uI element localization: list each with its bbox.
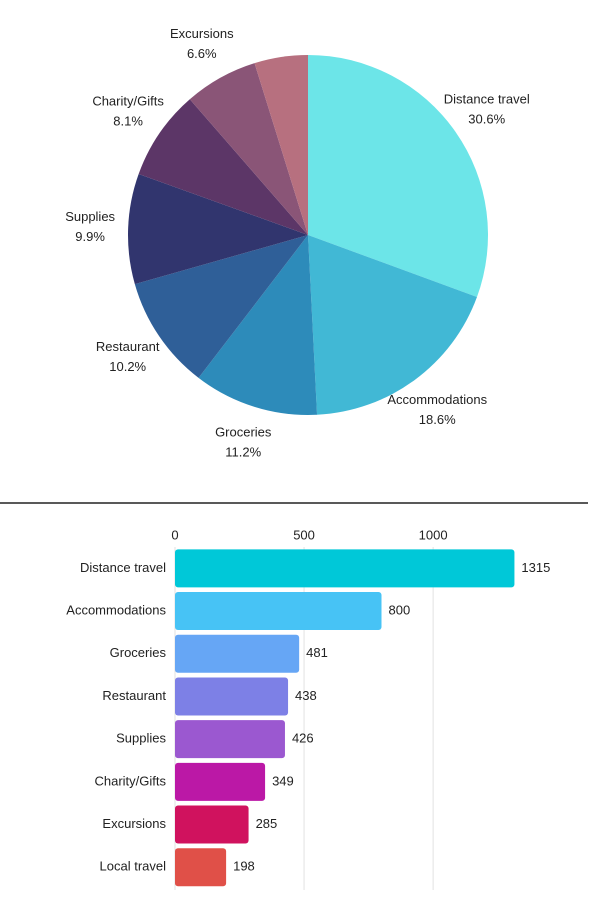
data-label: 198 <box>233 859 255 874</box>
bar <box>175 805 249 844</box>
data-label: 285 <box>256 816 278 831</box>
pie-slice <box>134 235 308 378</box>
data-label: 438 <box>295 688 317 703</box>
slice-label: Groceries <box>215 425 272 440</box>
slice-value: 9.9% <box>75 229 105 244</box>
data-label: 481 <box>306 645 328 660</box>
slice-value: 11.2% <box>225 445 261 460</box>
bar <box>175 592 382 631</box>
slice-label: Charity/Gifts <box>92 93 164 108</box>
y-tick-label: Groceries <box>110 645 167 660</box>
x-tick-label: 0 <box>171 527 178 542</box>
slice-label: Supplies <box>65 209 115 224</box>
y-tick-label: Local travel <box>100 859 167 874</box>
y-tick-label: Accommodations <box>66 602 166 617</box>
data-label: 426 <box>292 731 314 746</box>
pie-slice <box>254 55 308 235</box>
slice-value: 6.6% <box>187 46 217 61</box>
pie-slice <box>198 235 318 415</box>
slice-label: Accommodations <box>387 392 487 407</box>
y-tick-label: Charity/Gifts <box>94 773 166 788</box>
data-label: 1315 <box>521 560 550 575</box>
y-tick-label: Distance travel <box>80 560 166 575</box>
pie-slice <box>189 63 308 235</box>
bar <box>175 677 289 716</box>
slice-value: 8.1% <box>113 113 143 128</box>
bar <box>175 549 515 588</box>
bar <box>175 762 266 801</box>
pie-slice <box>308 235 477 415</box>
x-tick-label: 1000 <box>419 527 448 542</box>
bar <box>175 848 227 887</box>
pie-slice <box>308 55 488 298</box>
slice-label: Excursions <box>170 26 234 41</box>
slice-value: 18.6% <box>419 412 456 427</box>
bar <box>175 720 285 759</box>
pie-slice <box>127 174 308 285</box>
slice-label: Distance travel <box>444 92 530 107</box>
y-tick-label: Supplies <box>116 731 166 746</box>
data-label: 349 <box>272 773 294 788</box>
pie-slice <box>138 99 308 236</box>
bar <box>175 634 300 673</box>
y-tick-label: Restaurant <box>102 688 166 703</box>
slice-label: Restaurant <box>96 339 160 354</box>
slice-value: 10.2% <box>109 359 146 374</box>
x-tick-label: 500 <box>293 527 315 542</box>
slice-value: 30.6% <box>468 112 505 127</box>
data-label: 800 <box>389 602 411 617</box>
y-tick-label: Excursions <box>102 816 166 831</box>
